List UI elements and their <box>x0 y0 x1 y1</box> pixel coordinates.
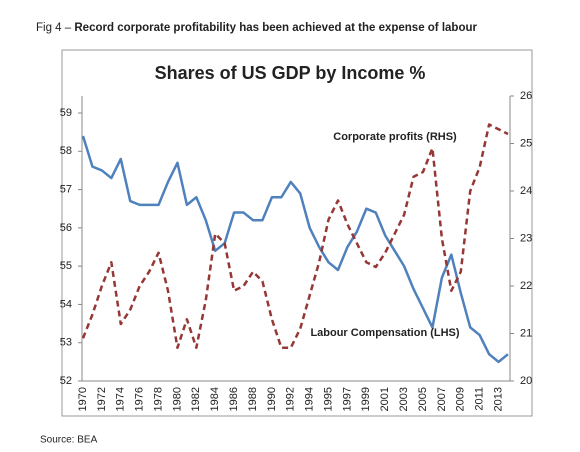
y-tick-label: 54 <box>60 298 72 310</box>
x-tick-label: 2003 <box>398 387 410 411</box>
x-tick-label: 1994 <box>304 387 316 411</box>
y-tick-label: 52 <box>60 375 72 387</box>
x-tick-label: 1995 <box>322 387 334 411</box>
y2-tick-label: 21 <box>520 327 532 339</box>
chart-title: Shares of US GDP by Income % <box>155 63 426 83</box>
y2-tick-label: 25 <box>520 137 532 149</box>
x-tick-label: 1999 <box>360 387 372 411</box>
x-tick-label: 1988 <box>247 387 259 411</box>
x-tick-label: 1970 <box>77 387 89 411</box>
series-label: Labour Compensation (LHS) <box>310 327 459 339</box>
x-tick-label: 1974 <box>115 387 127 411</box>
y-tick-label: 58 <box>60 145 72 157</box>
caption-text: Record corporate profitability has been … <box>74 22 477 34</box>
chart-frame <box>61 49 533 417</box>
y2-tick-label: 20 <box>520 375 532 387</box>
y2-tick-label: 24 <box>520 185 532 197</box>
x-tick-label: 2011 <box>474 387 486 411</box>
series-line <box>81 123 509 349</box>
x-tick-label: 2007 <box>436 387 448 411</box>
x-tick-label: 2013 <box>492 387 504 411</box>
y2-tick-label: 26 <box>520 90 532 102</box>
x-tick-label: 2005 <box>417 387 429 411</box>
x-tick-label: 2009 <box>455 387 467 411</box>
y-tick-label: 59 <box>60 107 72 119</box>
y-tick-label: 55 <box>60 260 72 272</box>
x-tick-label: 1984 <box>209 387 221 411</box>
x-tick-label: 1990 <box>266 387 278 411</box>
x-tick-label: 1976 <box>134 387 146 411</box>
x-tick-label: 1992 <box>285 387 297 411</box>
source: Source: BEA <box>40 435 98 446</box>
y2-tick-label: 22 <box>520 280 532 292</box>
x-tick-label: 1982 <box>190 387 202 411</box>
x-tick-label: 1986 <box>228 387 240 411</box>
series-line <box>81 135 509 364</box>
x-tick-label: 2001 <box>379 387 391 411</box>
figure-label: Fig 4 – <box>36 22 72 34</box>
x-tick-label: 1997 <box>341 387 353 411</box>
y-tick-label: 56 <box>60 222 72 234</box>
y-tick-label: 53 <box>60 337 72 349</box>
x-tick-label: 1980 <box>171 387 183 411</box>
x-tick-label: 1972 <box>96 387 108 411</box>
caption: Fig 4 – Record corporate profitability h… <box>36 22 478 34</box>
y2-tick-label: 23 <box>520 232 532 244</box>
series-label: Corporate profits (RHS) <box>333 131 457 143</box>
x-tick-label: 1978 <box>152 387 164 411</box>
y-tick-label: 57 <box>60 183 72 195</box>
